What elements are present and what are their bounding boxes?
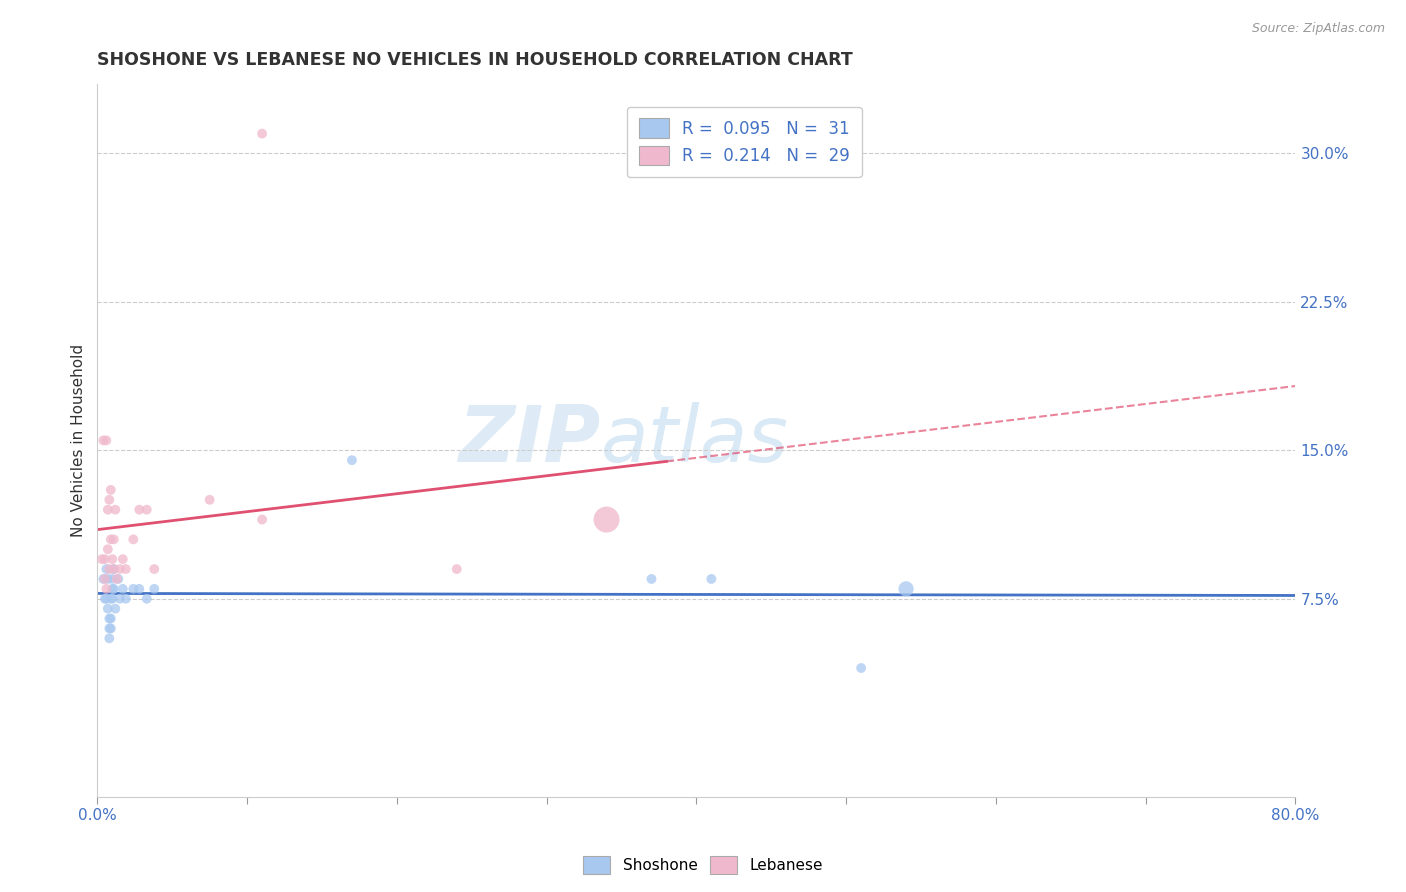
Point (94, 591, 117, 606)
Text: ZIP: ZIP (458, 402, 600, 478)
Point (97, 502, 120, 516)
Point (100, 591, 122, 606)
Point (108, 562, 131, 576)
Point (98, 562, 121, 576)
Y-axis label: No Vehicles in Household: No Vehicles in Household (72, 343, 86, 537)
Point (100, 483, 122, 497)
Point (114, 562, 136, 576)
Point (107, 572, 129, 586)
Point (111, 552, 134, 566)
Point (446, 562, 468, 576)
Point (104, 601, 127, 615)
Point (250, 127, 273, 141)
Point (122, 582, 145, 596)
Point (96, 562, 118, 576)
Point (250, 512, 273, 526)
Point (98, 492, 121, 507)
Point (93, 572, 115, 586)
Point (94, 552, 117, 566)
Point (143, 582, 166, 596)
Point (122, 533, 145, 547)
Text: atlas: atlas (600, 402, 789, 478)
Point (135, 502, 157, 516)
Point (101, 591, 124, 606)
Legend: R =  0.095   N =  31, R =  0.214   N =  29: R = 0.095 N = 31, R = 0.214 N = 29 (627, 107, 862, 177)
Point (98, 611, 121, 625)
Point (128, 502, 150, 516)
Point (101, 572, 124, 586)
Point (143, 562, 166, 576)
Point (340, 453, 363, 467)
Point (104, 502, 127, 516)
Point (700, 572, 723, 586)
Point (93, 434, 115, 448)
Point (108, 591, 131, 606)
Legend: Shoshone, Lebanese: Shoshone, Lebanese (576, 850, 830, 880)
Point (640, 572, 662, 586)
Point (97, 542, 120, 557)
Point (98, 632, 121, 646)
Point (103, 533, 125, 547)
Point (595, 512, 617, 526)
Point (90, 552, 112, 566)
Point (894, 582, 917, 596)
Point (128, 582, 150, 596)
Point (94, 572, 117, 586)
Point (98, 622, 121, 636)
Point (114, 591, 136, 606)
Point (849, 661, 872, 675)
Point (96, 591, 118, 606)
Point (101, 552, 124, 566)
Point (101, 582, 124, 596)
Point (105, 572, 128, 586)
Point (103, 562, 125, 576)
Point (96, 434, 118, 448)
Point (111, 582, 134, 596)
Point (135, 591, 157, 606)
Text: Source: ZipAtlas.com: Source: ZipAtlas.com (1251, 22, 1385, 36)
Point (100, 622, 122, 636)
Text: SHOSHONE VS LEBANESE NO VEHICLES IN HOUSEHOLD CORRELATION CHART: SHOSHONE VS LEBANESE NO VEHICLES IN HOUS… (97, 51, 853, 69)
Point (96, 582, 118, 596)
Point (103, 582, 125, 596)
Point (103, 562, 125, 576)
Point (97, 601, 120, 615)
Point (97, 572, 120, 586)
Point (198, 492, 221, 507)
Point (100, 533, 122, 547)
Point (100, 611, 122, 625)
